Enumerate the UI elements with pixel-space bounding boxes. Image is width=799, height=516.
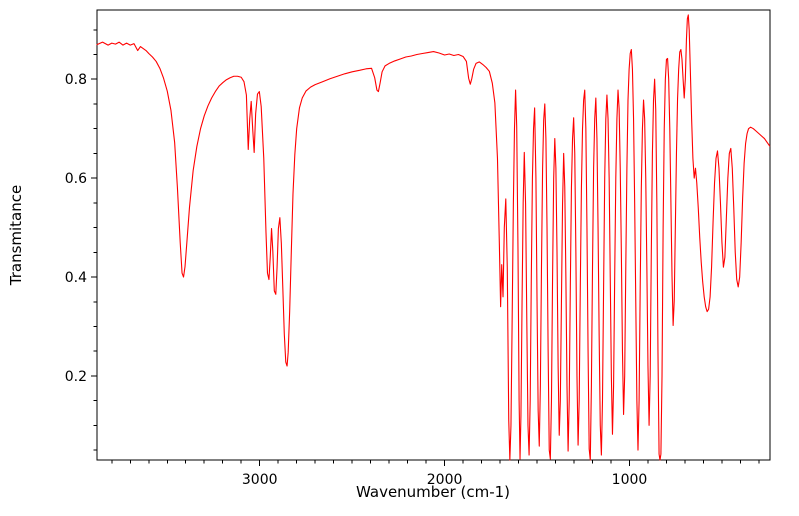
x-tick-label: 1000 bbox=[612, 472, 648, 488]
x-tick-label: 2000 bbox=[427, 472, 463, 488]
y-tick-label: 0.6 bbox=[65, 171, 87, 187]
x-axis-ticks bbox=[111, 460, 760, 466]
y-tick-label: 0.2 bbox=[65, 369, 87, 385]
x-tick-labels: 3000 2000 1000 bbox=[242, 472, 647, 488]
y-axis-label: Transmitance bbox=[7, 184, 25, 286]
spectrum-line bbox=[96, 14, 771, 461]
x-axis-label: Wavenumber (cm-1) bbox=[356, 483, 510, 501]
y-tick-label: 0.8 bbox=[65, 72, 87, 88]
y-tick-label: 0.4 bbox=[65, 270, 87, 286]
y-tick-labels: 0.2 0.4 0.6 0.8 bbox=[65, 72, 87, 385]
y-axis-ticks bbox=[91, 29, 97, 451]
x-tick-label: 3000 bbox=[242, 472, 278, 488]
